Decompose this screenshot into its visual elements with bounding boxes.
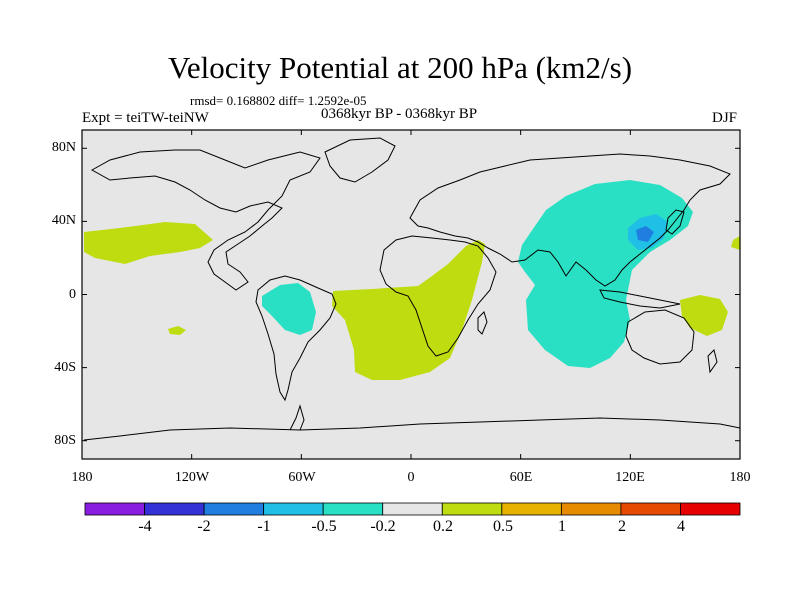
positive-region-southwest-pacific bbox=[680, 295, 728, 336]
colorbar-box bbox=[560, 502, 622, 516]
positive-region-date-line bbox=[731, 236, 740, 250]
lon-label-180w: 180 bbox=[71, 470, 93, 485]
period-label: 0368kyr BP - 0368kyr BP bbox=[321, 106, 478, 122]
colorbar-box bbox=[203, 502, 265, 516]
colorbar-label-4: -0.5 bbox=[311, 518, 337, 535]
lon-label-0: 0 bbox=[407, 470, 415, 485]
axis-ticks bbox=[81, 130, 741, 459]
colorbar bbox=[84, 502, 741, 516]
colorbar-label-6: 0.2 bbox=[433, 518, 453, 535]
coastline-antarctica bbox=[83, 417, 741, 441]
colorbar-box bbox=[501, 502, 562, 516]
colorbar-box bbox=[322, 502, 384, 516]
map-title: Velocity Potential at 200 hPa (km2/s) bbox=[167, 50, 633, 85]
lat-label-40n: 40N bbox=[51, 213, 76, 228]
positive-region-atlantic-africa bbox=[332, 240, 485, 380]
positive-region-north-pacific bbox=[84, 222, 213, 264]
coastline-madagascar bbox=[477, 311, 488, 335]
coastline-south-america bbox=[255, 275, 337, 402]
colorbar-box bbox=[441, 502, 503, 516]
colorbar-label-7: 0.5 bbox=[493, 518, 513, 535]
coastline-africa bbox=[379, 235, 497, 357]
lon-label-60e: 60E bbox=[509, 470, 533, 485]
colorbar-box bbox=[263, 502, 324, 516]
lat-label-0: 0 bbox=[69, 287, 76, 302]
coastline-japan bbox=[665, 209, 685, 235]
colorbar-label-1: -4 bbox=[138, 518, 152, 535]
lat-label-40s: 40S bbox=[54, 360, 76, 375]
colorbar-box bbox=[680, 502, 741, 516]
negative-region-south-america bbox=[262, 283, 316, 335]
colorbar-box bbox=[84, 502, 145, 516]
colorbar-label-2: -2 bbox=[197, 518, 211, 535]
colorbar-label-8: 1 bbox=[558, 518, 566, 535]
colorbar-label-9: 2 bbox=[618, 518, 626, 535]
lon-label-120e: 120E bbox=[615, 470, 645, 485]
coastline-antarctic-peninsula bbox=[289, 404, 305, 431]
coastlines bbox=[83, 137, 741, 441]
contour-fills bbox=[84, 180, 740, 380]
season-label: DJF bbox=[712, 110, 738, 126]
colorbar-label-10: 4 bbox=[677, 518, 685, 535]
coastline-australia bbox=[625, 309, 695, 365]
positive-region-south-pacific bbox=[168, 326, 186, 335]
colorbar-label-5: -0.2 bbox=[370, 518, 396, 535]
lat-label-80n: 80N bbox=[51, 140, 76, 155]
coastline-greenland bbox=[324, 137, 396, 183]
coastline-indonesia bbox=[599, 289, 681, 309]
colorbar-label-3: -1 bbox=[257, 518, 271, 535]
lon-label-120w: 120W bbox=[174, 470, 210, 485]
colorbar-box bbox=[144, 502, 205, 516]
coastline-new-zealand bbox=[707, 349, 718, 374]
lat-label-80s: 80S bbox=[54, 433, 76, 448]
lon-label-60w: 60W bbox=[288, 470, 316, 485]
lon-label-180e: 180 bbox=[729, 470, 751, 485]
experiment-label: Expt = teiTW-teiNW bbox=[82, 110, 209, 126]
coastline-europe-asia bbox=[409, 153, 731, 287]
colorbar-box bbox=[620, 502, 681, 516]
negative-core-east-asia-inner bbox=[636, 226, 654, 242]
stats-text: rmsd= 0.168802 diff= 1.2592e-05 bbox=[190, 93, 367, 108]
colorbar-box bbox=[382, 502, 443, 516]
coastline-north-america bbox=[90, 149, 321, 291]
